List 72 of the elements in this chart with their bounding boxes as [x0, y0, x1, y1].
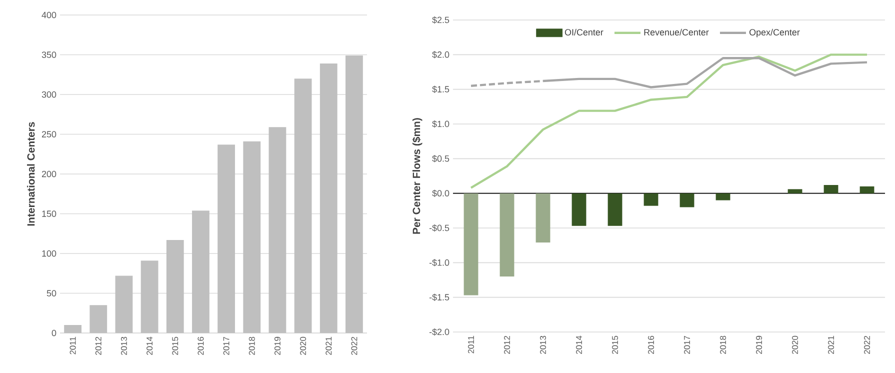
x-tick-label: 2015	[172, 336, 178, 355]
bar	[500, 193, 514, 277]
y-tick-label: $0.0	[432, 190, 450, 197]
bar	[464, 193, 478, 296]
bar	[294, 78, 312, 333]
y-axis-title: International Centers	[27, 122, 35, 226]
bar	[192, 210, 210, 333]
x-tick-label: 2021	[326, 336, 332, 355]
y-tick-label: 0	[52, 330, 56, 336]
bar	[243, 141, 261, 333]
x-tick-label: 2020	[792, 336, 798, 354]
y-tick-label: 400	[42, 12, 56, 18]
bar	[716, 193, 730, 200]
bar	[64, 325, 82, 333]
bar	[166, 240, 184, 333]
line-series	[470, 54, 868, 189]
bar	[788, 189, 802, 194]
x-tick-label: 2022	[351, 336, 358, 355]
x-tick-label: 2014	[576, 336, 582, 354]
x-tick-label: 2011	[70, 336, 76, 354]
y-tick-label: 300	[42, 91, 56, 98]
y-tick-label: $1.5	[432, 86, 450, 93]
x-tick-label: 2011	[468, 336, 474, 354]
y-tick-label: 50	[46, 290, 56, 296]
x-tick-label: 2016	[648, 336, 654, 354]
y-tick-label: $1.0	[432, 120, 450, 128]
x-tick-label: 2022	[864, 336, 870, 354]
y-tick-label: 200	[42, 170, 56, 178]
y-tick-label: 150	[42, 210, 56, 217]
x-tick-label: 2019	[756, 336, 762, 354]
bar	[346, 56, 363, 333]
bar	[320, 63, 338, 333]
y-tick-label: -$1.5	[429, 294, 450, 301]
y-axis-title: Per Center Flows ($mn)	[412, 118, 422, 234]
x-tick-label: 2021	[828, 336, 834, 354]
legend-label: OI/Center	[564, 28, 604, 36]
x-tick-label: 2014	[146, 336, 153, 355]
y-tick-label: -$1.0	[429, 259, 450, 266]
bar	[218, 144, 235, 333]
y-tick-label: 350	[42, 52, 56, 58]
x-tick-label: 2013	[120, 336, 127, 355]
x-tick-label: 2020	[300, 336, 306, 355]
bar	[536, 193, 550, 243]
bar	[90, 305, 108, 333]
x-tick-label: 2016	[198, 336, 204, 355]
x-tick-label: 2017	[684, 336, 690, 354]
x-tick-label: 2012	[504, 336, 510, 354]
y-tick-label: $2.0	[432, 51, 450, 58]
y-tick-label: $2.5	[432, 16, 450, 24]
x-tick-label: 2017	[223, 336, 230, 355]
y-tick-label: -$0.5	[429, 224, 450, 232]
bar	[860, 186, 874, 194]
bar	[824, 185, 838, 194]
bar	[115, 276, 133, 333]
bar	[268, 127, 286, 333]
y-tick-label: -$2.0	[429, 328, 450, 336]
legend-label: Opex/Center	[749, 28, 800, 38]
x-tick-label: 2015	[612, 336, 618, 354]
bar	[680, 193, 694, 208]
legend-label: Revenue/Center	[644, 28, 709, 36]
y-tick-label: 100	[42, 250, 56, 257]
bar	[644, 193, 658, 206]
bar	[572, 193, 586, 226]
bar	[140, 260, 158, 333]
x-tick-label: 2018	[248, 336, 255, 355]
x-tick-label: 2013	[540, 336, 546, 354]
bar	[608, 193, 622, 226]
x-tick-label: 2012	[95, 336, 102, 355]
y-tick-label: 250	[42, 131, 56, 138]
x-tick-label: 2019	[274, 336, 280, 355]
x-tick-label: 2018	[720, 336, 726, 354]
y-tick-label: $0.5	[432, 155, 450, 162]
